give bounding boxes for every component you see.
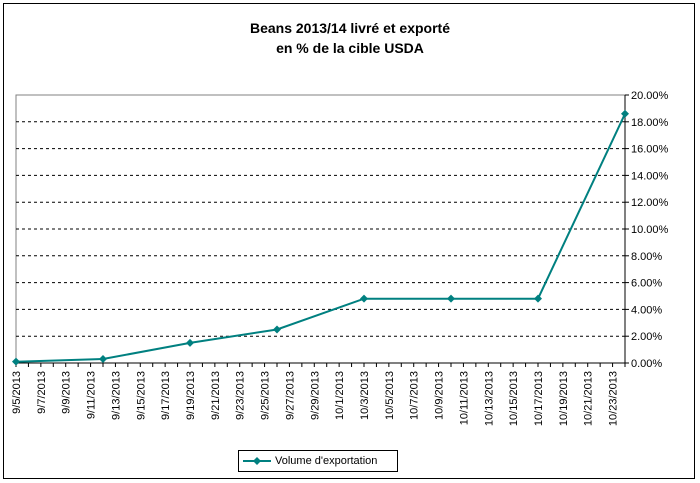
data-point — [12, 357, 20, 366]
x-tick-label: 9/23/2013 — [235, 371, 247, 420]
y-tick-label: 4.00% — [631, 304, 662, 316]
y-tick-label: 20.00% — [631, 90, 669, 102]
x-tick-label: 9/25/2013 — [260, 371, 272, 420]
x-tick-label: 10/5/2013 — [384, 371, 396, 420]
chart-title: Beans 2013/14 livré et exporté en % de l… — [0, 18, 700, 58]
series-line — [15, 113, 626, 363]
y-tick-label: 8.00% — [631, 251, 662, 263]
x-tick-label: 10/17/2013 — [533, 371, 545, 426]
x-tick-label: 9/5/2013 — [11, 371, 23, 414]
y-tick-label: 12.00% — [631, 197, 669, 209]
x-tick-label: 9/15/2013 — [135, 371, 147, 420]
y-tick-label: 10.00% — [631, 224, 669, 236]
x-tick-label: 10/21/2013 — [583, 371, 595, 426]
y-tick-label: 18.00% — [631, 117, 669, 129]
chart-title-line-2: en % de la cible USDA — [276, 40, 424, 56]
data-point — [273, 325, 281, 334]
data-point — [534, 294, 542, 303]
x-tick-label: 10/19/2013 — [558, 371, 570, 426]
data-point — [99, 354, 107, 363]
y-tick-label: 14.00% — [631, 170, 669, 182]
y-tick-label: 6.00% — [631, 278, 662, 290]
x-tick-label: 9/27/2013 — [284, 371, 296, 420]
x-tick-label: 9/19/2013 — [185, 371, 197, 420]
data-point — [186, 338, 194, 347]
x-tick-label: 10/11/2013 — [458, 371, 470, 425]
x-tick-label: 10/15/2013 — [508, 371, 520, 426]
x-tick-label: 10/7/2013 — [409, 371, 421, 420]
legend-label: Volume d'exportation — [275, 455, 378, 467]
y-tick-label: 0.00% — [631, 358, 662, 370]
legend-swatch — [243, 457, 271, 465]
x-tick-label: 9/21/2013 — [210, 371, 222, 420]
x-tick-label: 10/3/2013 — [359, 371, 371, 420]
x-tick-label: 9/13/2013 — [110, 371, 122, 420]
x-tick-label: 10/13/2013 — [483, 371, 495, 426]
y-tick-label: 2.00% — [631, 331, 662, 343]
x-tick-label: 9/9/2013 — [61, 371, 73, 414]
x-tick-label: 9/17/2013 — [160, 371, 172, 420]
data-point — [447, 294, 455, 303]
x-tick-label: 10/9/2013 — [434, 371, 446, 420]
chart-title-line-1: Beans 2013/14 livré et exporté — [249, 20, 450, 36]
x-tick-label: 9/29/2013 — [309, 371, 321, 420]
data-point — [360, 294, 368, 303]
x-tick-label: 9/7/2013 — [36, 371, 48, 414]
legend: Volume d'exportation — [238, 450, 398, 472]
data-point — [621, 109, 629, 118]
x-tick-label: 10/23/2013 — [608, 371, 620, 426]
x-tick-label: 9/11/2013 — [86, 371, 98, 419]
y-tick-label: 16.00% — [631, 144, 669, 156]
x-tick-label: 10/1/2013 — [334, 371, 346, 420]
